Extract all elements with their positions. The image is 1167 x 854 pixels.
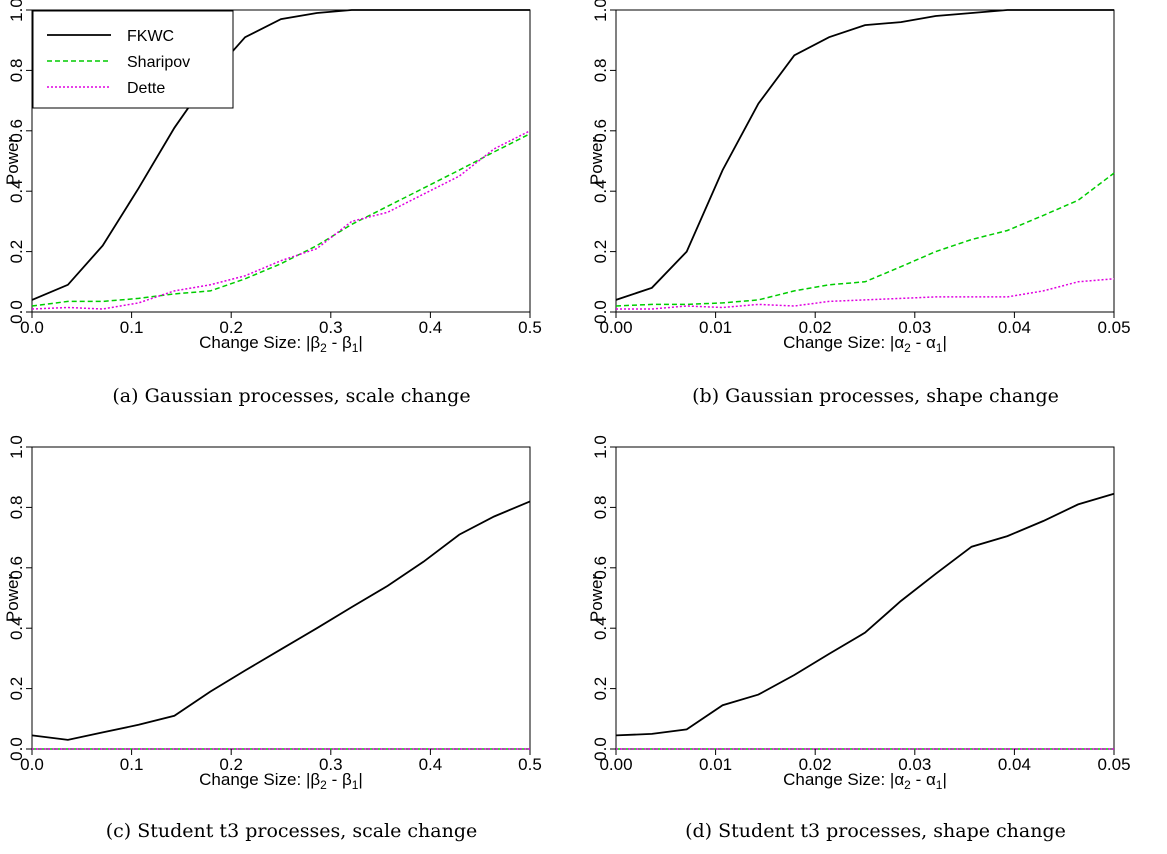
chart-a-svg: 0.0 0.1 0.2 0.3 0.4 0.5 0.0 0.2 0.4 0.6 0.8 1.0 Chan… [3, 0, 542, 355]
chart-d-xtick-label: 0.01 [699, 755, 732, 774]
caption-a: (a) Gaussian processes, scale change [112, 385, 471, 407]
chart-d-plot-frame [615, 446, 1115, 750]
chart-b-svg: 0.00 0.01 0.02 0.03 0.04 0.05 0.0 0.2 0.4 0.6 0.8 1… [587, 0, 1131, 355]
chart-a-legend-label-dette: Dette [127, 80, 165, 97]
chart-a-legend-label-fkwc: FKWC [127, 28, 174, 45]
chart-a-ytick-label: 0.6 [7, 119, 26, 143]
chart-d-xtick-label: 0.05 [1097, 755, 1130, 774]
chart-a-xtick-label: 0.1 [120, 318, 144, 337]
chart-panel-d: 0.00 0.01 0.02 0.03 0.04 0.05 0.0 0.2 0.4 0.6 0.8 1… [584, 435, 1167, 797]
chart-c-ytick-label: 0.4 [7, 616, 26, 640]
chart-b-ytick-label: 0.2 [591, 240, 610, 264]
chart-b-series-sharipov [615, 172, 1115, 307]
chart-d-xtick-label: 0.02 [799, 755, 832, 774]
chart-b-xtick-label: 0.03 [898, 318, 931, 337]
chart-b-plot-frame [615, 9, 1115, 313]
chart-d-ytick-label: 1.0 [591, 435, 610, 459]
chart-a-series-fkwc [31, 9, 530, 301]
chart-d-xlabel: Change Size: |α2​ - α1​| [783, 770, 947, 792]
chart-c-xtick-label: 0.1 [120, 755, 144, 774]
chart-b-ylabel: Power [587, 137, 606, 186]
chart-panel-a: 0.0 0.1 0.2 0.3 0.4 0.5 0.0 0.2 0.4 0.6 0.8 1.0 Chan… [0, 0, 583, 360]
chart-a-ytick-label: 0.2 [7, 240, 26, 264]
chart-b-ytick-label: 0.6 [591, 119, 610, 143]
chart-c-plot-frame [31, 446, 531, 750]
chart-a-ytick-label: 0.8 [7, 59, 26, 83]
chart-b-series-fkwc [615, 9, 1114, 301]
chart-b-xlabel: Change Size: |α2​ - α1​| [783, 333, 947, 355]
chart-panel-b: 0.00 0.01 0.02 0.03 0.04 0.05 0.0 0.2 0.4 0.6 0.8 1… [584, 0, 1167, 360]
chart-panel-c: 0.0 0.1 0.2 0.3 0.4 0.5 0.0 0.2 0.4 0.6 0.8 1.0 Chan… [0, 435, 583, 797]
chart-c-xtick-label: 0.2 [219, 755, 243, 774]
chart-b-xtick-label: 0.00 [599, 318, 632, 337]
chart-c-xtick-label: 0.3 [319, 755, 343, 774]
chart-b-xtick-label: 0.04 [998, 318, 1031, 337]
chart-a-ylabel: Power [3, 137, 22, 186]
chart-a-xtick-label: 0.5 [518, 318, 542, 337]
chart-d-ytick-label: 0.4 [591, 616, 610, 640]
chart-b-ytick-label: 0.8 [591, 59, 610, 83]
chart-b-ytick-label: 1.0 [591, 0, 610, 22]
chart-a-series-sharipov [31, 133, 531, 307]
chart-a-series-dette [31, 130, 531, 310]
chart-c-ytick-label: 0.0 [7, 737, 26, 761]
chart-d-ylabel: Power [587, 574, 606, 623]
chart-d-xtick-label: 0.00 [599, 755, 632, 774]
chart-a-xtick-label: 0.0 [20, 318, 44, 337]
chart-b-xtick-label: 0.02 [799, 318, 832, 337]
chart-b-series-dette [616, 278, 1115, 310]
chart-d-ytick-label: 0.0 [591, 737, 610, 761]
chart-a-legend-box [32, 10, 234, 109]
chart-c-ytick-label: 0.6 [7, 556, 26, 580]
chart-b-xtick-label: 0.01 [699, 318, 732, 337]
caption-b: (b) Gaussian processes, shape change [692, 385, 1059, 407]
chart-d-series-fkwc [615, 492, 1115, 737]
chart-a-xtick-label: 0.3 [319, 318, 343, 337]
chart-c-ytick-label: 0.2 [7, 677, 26, 701]
chart-a-xtick-label: 0.4 [419, 318, 443, 337]
chart-c-xtick-label: 0.4 [419, 755, 443, 774]
chart-b-ytick-label: 0.4 [591, 179, 610, 203]
caption-d: (d) Student t3 processes, shape change [685, 820, 1066, 842]
chart-a-legend-label-sharipov: Sharipov [127, 54, 190, 71]
chart-b-xtick-label: 0.05 [1097, 318, 1130, 337]
chart-d-xtick-label: 0.04 [998, 755, 1031, 774]
chart-d-xtick-label: 0.03 [898, 755, 931, 774]
chart-b-ytick-label: 0.0 [591, 300, 610, 324]
chart-c-xtick-label: 0.0 [20, 755, 44, 774]
chart-a-ytick-label: 0.0 [7, 300, 26, 324]
chart-a-xlabel: Change Size: |β2​ - β1​| [199, 333, 363, 355]
chart-a-plot-frame [31, 9, 531, 313]
chart-d-svg: 0.00 0.01 0.02 0.03 0.04 0.05 0.0 0.2 0.4 0.6 0.8 1… [587, 435, 1131, 792]
chart-a-ytick-label: 0.4 [7, 179, 26, 203]
chart-a-xtick-label: 0.2 [219, 318, 243, 337]
chart-d-ytick-label: 0.2 [591, 677, 610, 701]
chart-c-ytick-label: 1.0 [7, 435, 26, 459]
chart-a-ytick-label: 1.0 [7, 0, 26, 22]
caption-c: (c) Student t3 processes, scale change [105, 820, 478, 842]
chart-c-xtick-label: 0.5 [518, 755, 542, 774]
chart-c-xlabel: Change Size: |β2​ - β1​| [199, 770, 363, 792]
chart-c-series-fkwc [31, 500, 531, 741]
chart-c-ytick-label: 0.8 [7, 496, 26, 520]
chart-c-svg: 0.0 0.1 0.2 0.3 0.4 0.5 0.0 0.2 0.4 0.6 0.8 1.0 Chan… [3, 435, 542, 792]
chart-d-ytick-label: 0.8 [591, 496, 610, 520]
chart-c-ylabel: Power [3, 574, 22, 623]
chart-d-ytick-label: 0.6 [591, 556, 610, 580]
